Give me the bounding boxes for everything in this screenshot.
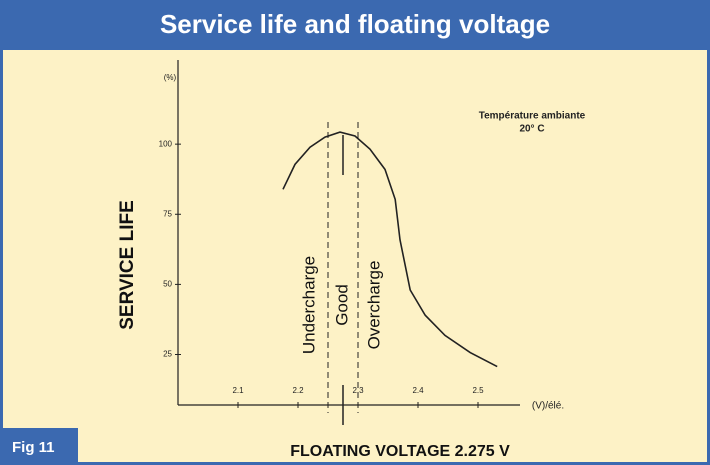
x-tick-label: 2.4 (412, 386, 424, 395)
region-label: Undercharge (299, 256, 318, 354)
y-tick-label: 25 (163, 350, 172, 359)
chart-title: Service life and floating voltage (160, 9, 550, 39)
figure-box (0, 428, 78, 465)
region-label: Good (332, 284, 351, 326)
y-axis-label: SERVICE LIFE (117, 200, 138, 330)
x-unit: (V)/élé. (532, 401, 564, 412)
curve (282, 131, 498, 368)
x-axis-label: FLOATING VOLTAGE 2.275 V (290, 443, 510, 460)
x-tick-label: 2.5 (472, 386, 484, 395)
note: 20° C (519, 124, 544, 135)
figure-label: Fig 11 (12, 439, 55, 456)
title-bar (0, 0, 710, 50)
y-unit: (%) (164, 73, 177, 82)
region-label: Overcharge (364, 261, 383, 350)
y-tick-label: 100 (159, 139, 173, 148)
x-tick-label: 2.2 (292, 386, 304, 395)
x-tick-label: 2.3 (352, 386, 364, 395)
y-tick-label: 75 (163, 209, 172, 218)
note: Température ambiante (479, 111, 586, 122)
y-tick-label: 50 (163, 279, 172, 288)
x-tick-label: 2.1 (232, 386, 244, 395)
